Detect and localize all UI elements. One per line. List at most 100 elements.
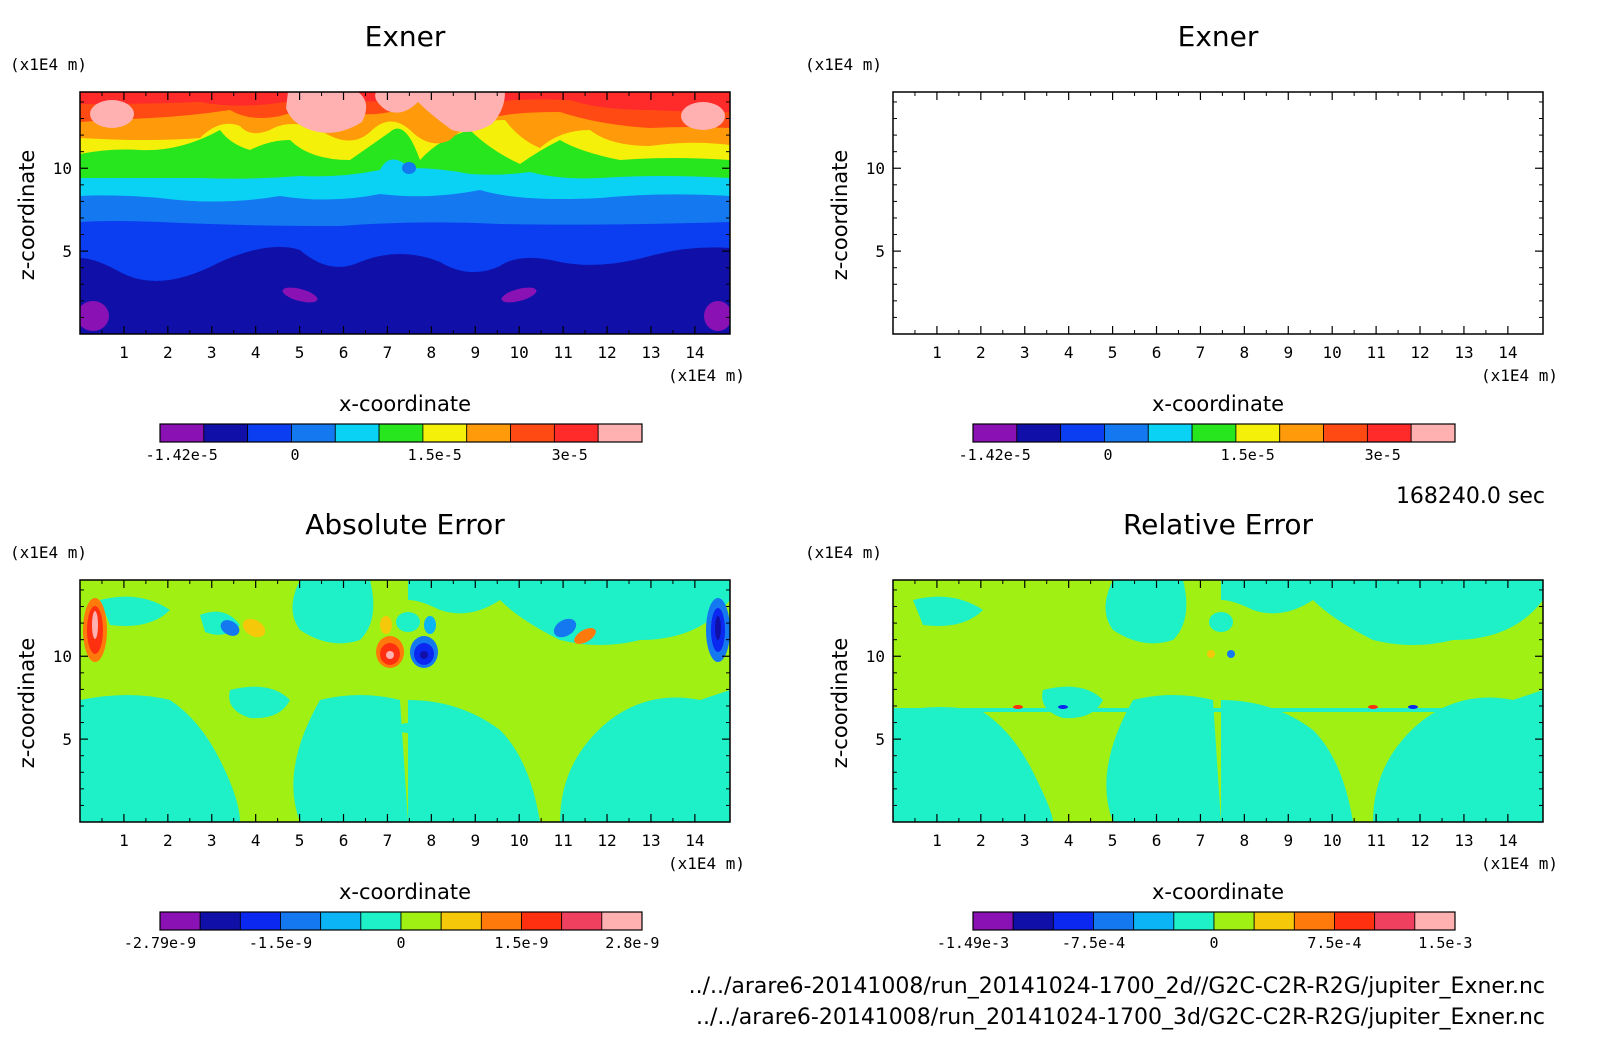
x-axis-title: x-coordinate <box>339 392 471 416</box>
colorbar-label: 0 <box>1103 446 1112 464</box>
x-tick-label: 9 <box>470 831 480 850</box>
x-tick-label: 8 <box>427 343 437 362</box>
colorbar-label: 1.5e-3 <box>1418 934 1472 952</box>
y-axis-title: z-coordinate <box>15 150 39 281</box>
x-tick-label: 4 <box>1064 343 1074 362</box>
colorbar-swatch <box>320 911 362 931</box>
x-unit-label: (x1E4 m) <box>668 854 745 873</box>
colorbar-swatch <box>1366 423 1412 443</box>
colorbar-swatch <box>247 423 292 443</box>
file-path-2d: ../../arare6-20141008/run_20141024-1700_… <box>689 974 1545 999</box>
x-tick-label: 1 <box>932 831 942 850</box>
y-axis-title: z-coordinate <box>828 638 852 769</box>
colorbar-swatch <box>400 911 442 931</box>
colorbar-swatch <box>334 423 380 443</box>
panel-title: Relative Error <box>1123 508 1314 541</box>
x-tick-label: 12 <box>1410 343 1429 362</box>
x-unit-label: (x1E4 m) <box>1481 854 1558 873</box>
colorbar: -2.79e-9 -1.5e-9 0 1.5e-9 2.8e-9 <box>124 911 659 952</box>
y-tick-label: 5 <box>875 730 885 749</box>
x-tick-label: 3 <box>207 831 217 850</box>
colorbar-swatch <box>159 911 201 931</box>
colorbar-label: 0 <box>1209 934 1218 952</box>
colorbar-swatch <box>510 423 555 443</box>
panel-title: Exner <box>365 20 446 53</box>
x-tick-label: 8 <box>1240 831 1250 850</box>
colorbar-swatch <box>601 911 643 931</box>
x-tick-label: 11 <box>553 343 572 362</box>
colorbar-label: -2.79e-9 <box>124 934 196 952</box>
x-tick-label: 2 <box>976 343 986 362</box>
colorbar-label: 0 <box>290 446 299 464</box>
colorbar-frame <box>972 911 1456 931</box>
colorbar-label: 1.5e-5 <box>1221 446 1275 464</box>
abs-error-field <box>80 580 730 822</box>
x-tick-label: 9 <box>1283 831 1293 850</box>
x-axis-title: x-coordinate <box>339 880 471 904</box>
colorbar-swatch <box>1253 911 1295 931</box>
x-tick-label: 10 <box>1323 343 1342 362</box>
x-tick-label: 1 <box>119 343 129 362</box>
x-tick-label: 13 <box>1454 831 1473 850</box>
colorbar-label: 0 <box>396 934 405 952</box>
panel-relative-error: Relative Error (x1E4 m) 1 2 3 4 5 6 7 8 9 10 11 12 1… <box>805 508 1558 952</box>
colorbar-frame <box>972 423 1456 443</box>
colorbar-swatch <box>1323 423 1368 443</box>
x-tick-label: 11 <box>1366 343 1385 362</box>
y-tick-label: 10 <box>866 647 885 666</box>
x-unit-label: (x1E4 m) <box>668 366 745 385</box>
colorbar-label: 1.5e-5 <box>408 446 462 464</box>
colorbar-frame <box>159 911 643 931</box>
colorbar-swatch <box>440 911 482 931</box>
x-tick-label: 13 <box>1454 343 1473 362</box>
x-tick-label: 11 <box>553 831 572 850</box>
y-axis-title: z-coordinate <box>828 150 852 281</box>
colorbar-swatch <box>1374 911 1416 931</box>
colorbar-swatch <box>1334 911 1376 931</box>
colorbar-label: -1.49e-3 <box>937 934 1009 952</box>
colorbar-swatch <box>1104 423 1149 443</box>
colorbar-swatch <box>1191 423 1237 443</box>
x-tick-label: 10 <box>510 831 529 850</box>
colorbar-swatch <box>480 911 522 931</box>
colorbar-label: 3e-5 <box>552 446 588 464</box>
colorbar-swatch <box>1414 911 1456 931</box>
x-tick-label: 11 <box>1366 831 1385 850</box>
x-tick-label: 12 <box>1410 831 1429 850</box>
colorbar-label: -1.42e-5 <box>146 446 218 464</box>
colorbar-swatch <box>1410 423 1456 443</box>
x-tick-label: 13 <box>641 831 660 850</box>
colorbar-frame <box>159 423 643 443</box>
colorbar-swatch <box>972 423 1018 443</box>
colorbar-swatch <box>1173 911 1215 931</box>
x-axis-title: x-coordinate <box>1152 392 1284 416</box>
exner-field <box>890 92 1545 334</box>
x-tick-label: 7 <box>383 831 393 850</box>
file-path-3d: ../../arare6-20141008/run_20141024-1700_… <box>696 1005 1545 1030</box>
x-tick-label: 12 <box>597 831 616 850</box>
colorbar-swatch <box>1133 911 1175 931</box>
x-tick-label: 6 <box>339 343 349 362</box>
x-tick-label: 7 <box>1196 343 1206 362</box>
colorbar-swatch <box>239 911 281 931</box>
colorbar-label: -1.5e-9 <box>249 934 312 952</box>
colorbar-label: 3e-5 <box>1365 446 1401 464</box>
panel-title: Exner <box>1178 20 1259 53</box>
colorbar: -1.49e-3 -7.5e-4 0 7.5e-4 1.5e-3 <box>937 911 1472 952</box>
x-tick-label: 3 <box>207 343 217 362</box>
x-tick-label: 12 <box>597 343 616 362</box>
x-tick-label: 1 <box>119 831 129 850</box>
panel-absolute-error: Absolute Error (x1E4 m) <box>10 508 745 952</box>
colorbar-swatch <box>597 423 643 443</box>
x-tick-label: 6 <box>339 831 349 850</box>
colorbar-swatch <box>291 423 336 443</box>
exner-field <box>80 92 730 334</box>
x-tick-label: 4 <box>251 831 261 850</box>
